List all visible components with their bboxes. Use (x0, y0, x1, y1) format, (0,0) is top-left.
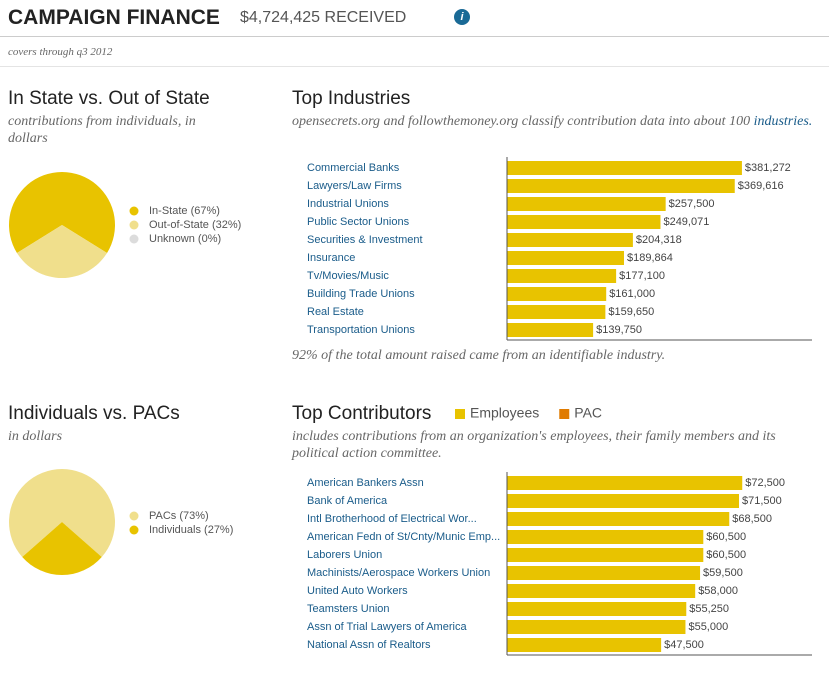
value-label: $204,318 (636, 234, 682, 246)
subtitle-text: opensecrets.org and followthemoney.org c… (292, 114, 751, 129)
legend-label: In-State (67%) (149, 205, 220, 217)
category-label: National Assn of Realtors (307, 639, 431, 651)
value-label: $60,500 (706, 531, 746, 543)
bar (507, 197, 666, 211)
value-label: $189,864 (627, 252, 673, 264)
category-label: Building Trade Unions (307, 288, 415, 300)
category-label: United Auto Workers (307, 585, 408, 597)
bar (507, 548, 704, 562)
bar (507, 323, 594, 337)
legend-swatch (129, 511, 139, 521)
info-icon-glyph: i (460, 11, 464, 23)
value-label: $68,500 (732, 513, 772, 525)
value-label: $159,650 (608, 306, 654, 318)
category-label: Laborers Union (307, 549, 382, 561)
chart-title: In State vs. Out of State (8, 88, 210, 109)
value-label: $369,616 (738, 180, 784, 192)
value-label: $139,750 (596, 324, 642, 336)
chart-title: Individuals vs. PACs (8, 403, 180, 424)
pie-slice (22, 522, 102, 575)
bar (507, 620, 686, 634)
info-icon[interactable] (454, 9, 470, 25)
chart-subtitle: in dollars (8, 429, 63, 444)
value-label: $177,100 (619, 270, 665, 282)
value-label: $71,500 (742, 495, 782, 507)
value-label: $59,500 (703, 567, 743, 579)
pie-slice (16, 225, 62, 253)
value-label: $161,000 (609, 288, 655, 300)
bar (507, 512, 730, 526)
bar (507, 638, 662, 652)
legend-label: PACs (73%) (149, 510, 209, 522)
category-label: Intl Brotherhood of Electrical Wor... (307, 513, 477, 525)
category-label: Real Estate (307, 306, 364, 318)
legend-swatch (129, 525, 139, 535)
value-label: $55,250 (689, 603, 729, 615)
bar (507, 251, 624, 265)
bar (507, 476, 743, 490)
pie-slice (16, 225, 108, 278)
category-label: Industrial Unions (307, 198, 389, 210)
category-label: Public Sector Unions (307, 216, 410, 228)
bar (507, 179, 735, 193)
annotation: 92% of the total amount raised came from… (292, 348, 666, 363)
amount: $4,724,425 RECEIVED (240, 9, 407, 26)
pie-slice (8, 172, 115, 253)
value-label: $55,000 (688, 621, 728, 633)
value-label: $60,500 (706, 549, 746, 561)
bar (507, 305, 606, 319)
bar (507, 602, 687, 616)
chart-title: Top Contributors (292, 403, 432, 424)
chart-subtitle: includes contributions from an organizat… (292, 429, 776, 461)
legend-label: Out-of-State (32%) (149, 219, 241, 231)
category-label: American Fedn of St/Cnty/Munic Emp... (307, 531, 500, 543)
legend-label: Unknown (0%) (149, 233, 221, 245)
page-title: CAMPAIGN FINANCE (8, 6, 220, 29)
bar (507, 494, 739, 508)
legend-swatch (559, 409, 570, 419)
legend-swatch (129, 206, 139, 216)
subtitle-link[interactable]: industries. (753, 114, 813, 129)
category-label: Transportation Unions (307, 324, 415, 336)
chart-subtitle: opensecrets.org and followthemoney.org c… (292, 113, 822, 130)
category-label: Assn of Trial Lawyers of America (307, 621, 467, 633)
legend-swatch (129, 234, 139, 244)
value-label: $257,500 (669, 198, 715, 210)
value-label: $249,071 (663, 216, 709, 228)
category-label: Machinists/Aerospace Workers Union (307, 567, 490, 579)
bar (507, 215, 661, 229)
value-label: $381,272 (745, 162, 791, 174)
legend-swatch (129, 220, 139, 230)
category-label: Insurance (307, 252, 355, 264)
bar (507, 530, 704, 544)
value-label: $47,500 (664, 639, 704, 651)
legend-label: Employees (470, 405, 539, 421)
bar (507, 566, 701, 580)
chart-subtitle: contributions from individuals, in dolla… (8, 114, 196, 146)
legend-label: Individuals (27%) (149, 524, 233, 536)
note: covers through q3 2012 (8, 46, 113, 58)
pie-slice (8, 469, 116, 558)
value-label: $58,000 (698, 585, 738, 597)
category-label: Commercial Banks (307, 162, 400, 174)
chart-title: Top Industries (292, 88, 411, 109)
bar (507, 233, 633, 247)
value-label: $72,500 (745, 477, 785, 489)
legend-label: PAC (574, 405, 602, 421)
bar (507, 269, 617, 283)
category-label: Lawyers/Law Firms (307, 180, 402, 192)
bar (507, 584, 696, 598)
category-label: American Bankers Assn (307, 477, 424, 489)
bar (507, 287, 607, 301)
bar (507, 161, 742, 175)
category-label: Teamsters Union (307, 603, 390, 615)
legend-swatch (455, 409, 465, 419)
category-label: Securities & Investment (307, 234, 423, 246)
category-label: Bank of America (307, 495, 388, 507)
category-label: Tv/Movies/Music (307, 270, 389, 282)
